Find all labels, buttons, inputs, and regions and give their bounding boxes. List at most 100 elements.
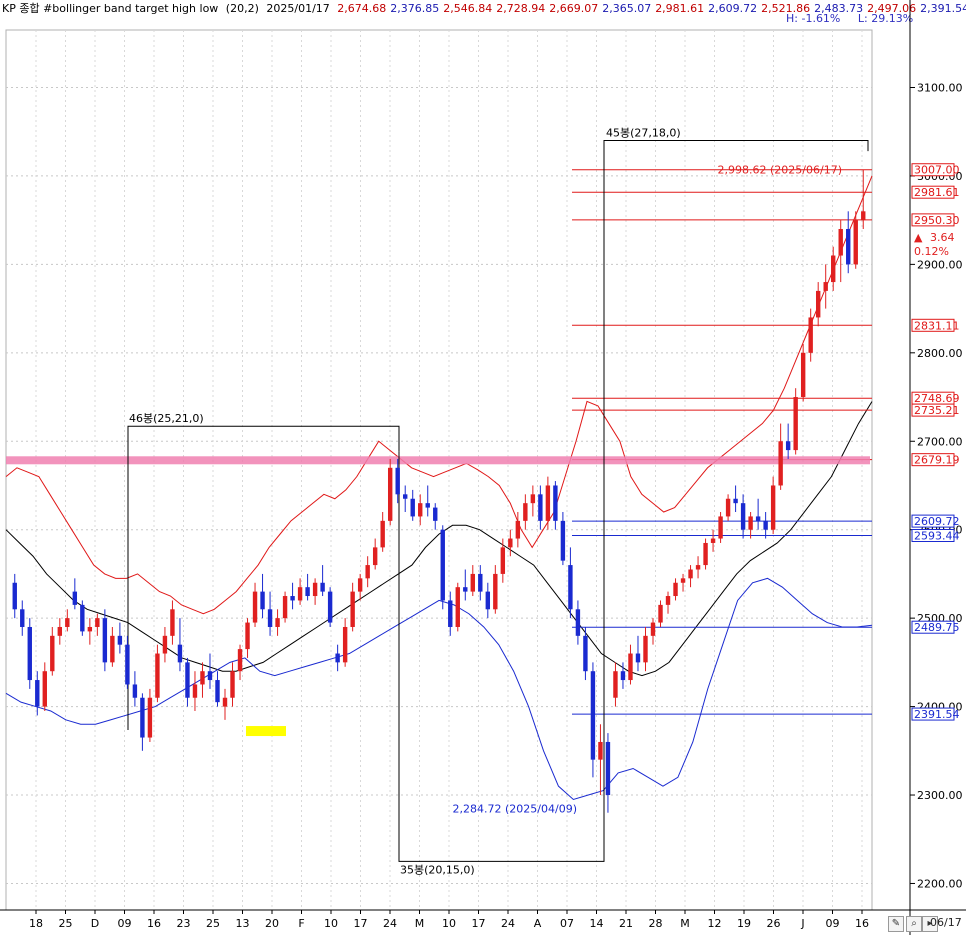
candle-body — [27, 626, 32, 681]
price-tag-box — [911, 620, 955, 634]
annotation-45bong: 45봉(27,18,0) — [606, 127, 681, 140]
price-tag: 2981.61 — [914, 186, 960, 199]
candle-body — [575, 609, 581, 636]
zoom-icon[interactable]: ⌕ — [906, 916, 922, 932]
next-button[interactable]: ▸ — [922, 916, 938, 932]
candle-body — [433, 507, 438, 521]
candle-body — [320, 582, 325, 592]
candle-body — [12, 582, 17, 610]
candle-body — [515, 520, 521, 539]
candle-body — [838, 228, 843, 256]
draw-tool-button[interactable]: ✎ — [888, 916, 904, 932]
candle-body — [695, 565, 701, 570]
candle-body — [831, 255, 836, 283]
candle-body — [628, 653, 633, 681]
x-tick-label: A — [534, 917, 542, 930]
candle-body — [87, 626, 93, 632]
candle-body — [613, 671, 618, 698]
price-tag-box — [911, 453, 955, 467]
header-value: 2,521.86 — [761, 2, 811, 15]
x-tick-label: 09 — [118, 917, 132, 930]
candle-body — [35, 680, 40, 707]
candle-body — [658, 604, 663, 623]
candle-body — [110, 635, 115, 663]
x-tick-label: 10 — [324, 917, 338, 930]
candle-body — [710, 538, 716, 543]
middle-band-line — [5, 401, 873, 677]
price-tag: 2593.44 — [914, 530, 960, 543]
candle-body — [590, 671, 596, 760]
candle-body — [140, 697, 145, 738]
candle-body — [583, 635, 588, 672]
annotation-35bong: 35봉(20,15,0) — [400, 863, 475, 876]
candle-body — [222, 697, 228, 707]
x-tick-label: 18 — [29, 917, 43, 930]
candle-body — [357, 578, 363, 592]
upper-band-line — [5, 175, 873, 615]
candle-body — [530, 494, 536, 504]
candle-body — [793, 397, 798, 451]
candle-body — [215, 680, 220, 703]
price-tag-box — [911, 318, 955, 332]
candle-body — [245, 622, 250, 650]
header-value: 2,391.54 — [920, 2, 966, 15]
candle-body — [823, 282, 828, 291]
candle-body — [688, 569, 693, 579]
x-tick-label: M — [680, 917, 690, 930]
candle-body — [665, 596, 671, 605]
change-arrow: ▲ — [914, 231, 923, 244]
candle-body — [282, 596, 288, 619]
plot-frame — [5, 29, 873, 911]
candle-body — [650, 622, 656, 636]
chart-header: KP 종합 #bollinger band target high low (2… — [2, 0, 966, 16]
candle-body — [740, 503, 746, 530]
x-tick-label: J — [800, 917, 804, 930]
annotation-high: 2,998.62 (2025/06/17) — [718, 164, 842, 177]
candle-body — [545, 485, 551, 521]
candle-body — [463, 587, 468, 592]
candle-body — [523, 503, 528, 521]
candle-body — [455, 587, 460, 627]
period-box-35-45 — [398, 140, 869, 862]
candle-body — [448, 600, 453, 627]
candle-body — [230, 671, 235, 698]
candle-body — [312, 582, 318, 597]
candle-body — [485, 591, 491, 610]
candle-body — [500, 547, 506, 574]
x-tick-label: 14 — [590, 917, 604, 930]
candle-body — [170, 609, 175, 636]
candle-body — [297, 587, 303, 601]
candle-body — [365, 565, 370, 579]
x-tick-label: 16 — [147, 917, 161, 930]
candle-body — [725, 498, 731, 517]
x-tick-label: 24 — [501, 917, 515, 930]
candle-body — [102, 618, 108, 663]
y-tick-label: 2300.00 — [917, 789, 963, 802]
candle-body — [861, 211, 866, 221]
candle-body — [785, 441, 791, 451]
header-value: 2,669.07 — [549, 2, 599, 15]
x-tick-label: 26 — [767, 917, 781, 930]
candle-body — [425, 503, 430, 508]
price-tag-box — [911, 213, 955, 227]
candle-body — [568, 565, 573, 610]
candle-body — [335, 653, 340, 663]
candle-body — [605, 741, 611, 796]
x-tick-label: 25 — [59, 917, 73, 930]
x-tick-label: 16 — [855, 917, 869, 930]
price-tag-box — [911, 163, 955, 177]
price-tag-box — [911, 403, 955, 417]
header-value: 2,483.73 — [814, 2, 864, 15]
period-box-46 — [127, 425, 400, 730]
low-pct: L: 29.13% — [857, 12, 914, 25]
x-tick-label: F — [298, 917, 304, 930]
candle-body — [252, 591, 258, 623]
candle-body — [305, 587, 310, 597]
candle-body — [643, 635, 648, 663]
candle-body — [162, 635, 168, 654]
candle-body — [418, 503, 423, 517]
change-value: 3.64 — [930, 231, 955, 244]
candle-body — [553, 485, 558, 521]
pink-band — [6, 456, 870, 465]
